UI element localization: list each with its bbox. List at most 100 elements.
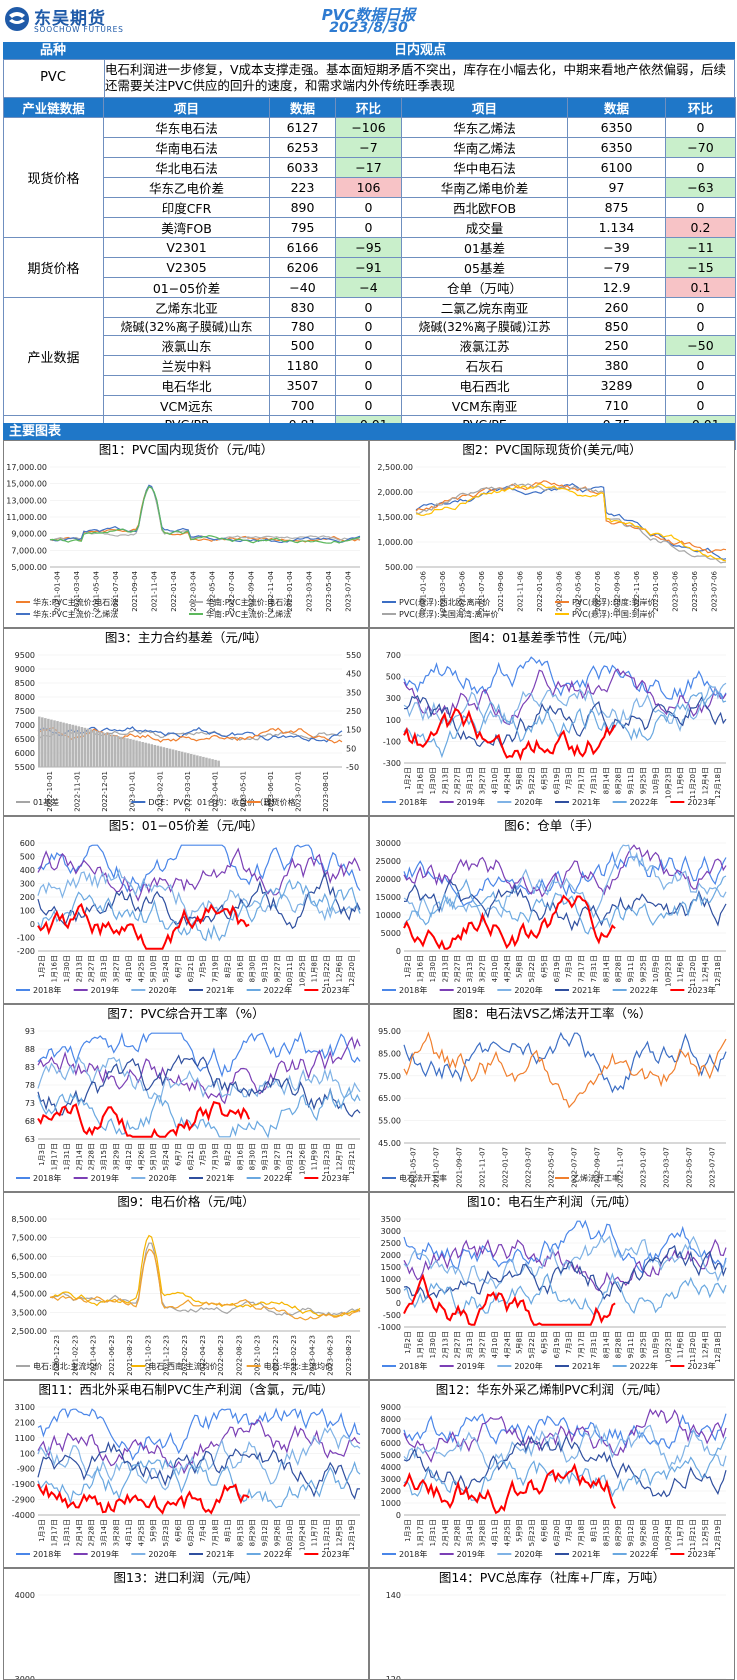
x-tick-label: 8月28日 [615, 1331, 623, 1358]
y-tick-label: 78 [25, 1081, 35, 1090]
item-value: 6166 [269, 237, 336, 258]
legend-label: 2019年 [457, 1361, 485, 1371]
item-name: 华北电石法 [103, 157, 270, 178]
x-tick-label: 8月15日 [602, 1519, 610, 1546]
legend-label: 2022年 [630, 1549, 658, 1559]
x-tick-label: 2022-03-04 [189, 570, 197, 611]
y-tick-label: 500 [20, 853, 35, 862]
x-tick-label: 4月11日 [491, 1519, 499, 1546]
item-change: −91 [335, 257, 402, 278]
group-label: 产业数据 [3, 297, 104, 416]
basis-bar [95, 730, 99, 767]
table-row: 产业数据 乙烯东北亚 830 0 二氯乙烷东南亚 260 0 [3, 297, 736, 416]
legend-label: PVC(悬浮):中国:到岸价 [572, 609, 656, 619]
x-tick-label: 11月8日 [311, 955, 319, 982]
basis-bar [156, 745, 160, 767]
y-tick-label: -500 [383, 1311, 401, 1320]
x-tick-label: 8月14日 [602, 767, 610, 794]
x-tick-label: 5月23日 [528, 1519, 536, 1546]
x-tick-label: 1月3日 [38, 1519, 46, 1542]
basis-bar [53, 720, 56, 767]
y-tick-label: 300 [386, 694, 401, 703]
x-tick-label: 4月11日 [125, 1519, 133, 1546]
y2-tick-label: 150 [346, 726, 361, 735]
x-tick-label: 10月25日 [298, 955, 306, 987]
industry-data-table: 产业链数据 项目 数据 环比 项目 数据 环比 现货价格 华东电石法 6127 −106 华东乙烯法 6… [3, 97, 736, 450]
series-line [37, 847, 361, 902]
legend-label: 2020年 [148, 1549, 176, 1559]
chart-panel: 图14：PVC总库存（社库+厂库，万吨） 140 120 [369, 1568, 735, 1680]
series-line [403, 1235, 727, 1290]
x-tick-label: 12月4日 [701, 955, 709, 982]
x-tick-label: 2021-11-07 [479, 1147, 487, 1188]
item-name: 仓单（万吨） [401, 277, 568, 298]
x-tick-label: 2022-10-23 [254, 1335, 262, 1376]
y-tick-label: 5000 [381, 929, 401, 938]
item-value: 780 [269, 317, 336, 336]
y-tick-label: 5500 [15, 763, 35, 772]
y-tick-label: 7,500.00 [11, 1234, 47, 1243]
x-tick-label: 5月9日 [150, 1519, 158, 1542]
chart-svg: 17,000.00 15,000.00 13,000.00 11,000.00 9,00… [6, 463, 361, 619]
item-change: −95 [335, 237, 402, 258]
item-value: 260 [567, 297, 666, 318]
x-tick-label: 6月19日 [553, 1331, 561, 1358]
y-tick-label: 6000 [15, 749, 35, 758]
basis-bar [208, 758, 211, 767]
x-tick-label: 8月14日 [602, 955, 610, 982]
item-name: 石灰石 [401, 355, 568, 376]
x-tick-label: 5月22日 [528, 1331, 536, 1358]
x-tick-label: 2022-03-07 [525, 1147, 533, 1188]
x-tick-label: 10月24日 [298, 1519, 306, 1551]
item-change: 0 [665, 355, 736, 376]
x-tick-label: 10月9日 [652, 1331, 660, 1358]
x-tick-label: 2月13日 [441, 1331, 449, 1358]
y-tick-label: 8,500.00 [11, 1215, 47, 1224]
table-row: 01−05价差 −40 −4 仓单（万吨） 12.9 0.1 [4, 277, 736, 298]
item-name: 华南电石法 [103, 137, 270, 158]
y-tick-label: 2,500.00 [377, 463, 413, 472]
x-tick-label: 11月21日 [323, 1519, 331, 1551]
x-tick-label: 12月6日 [335, 955, 343, 982]
y-tick-label: 2000 [381, 1487, 401, 1496]
x-tick-label: 11月7日 [311, 1519, 319, 1546]
chart-panel: 图7：PVC综合开工率（%） 93 88 83 78 73 68 63 1月3日 1月17日 1月3… [3, 1004, 369, 1192]
x-tick-label: 11月21日 [689, 1519, 697, 1551]
x-tick-label: 8月16日 [236, 1143, 244, 1170]
item-name: 西北欧FOB [401, 197, 568, 218]
x-tick-label: 11月22日 [323, 955, 331, 987]
x-tick-label: 2022-02-23 [181, 1335, 189, 1376]
item-name: 华中电石法 [401, 157, 568, 178]
series-line [37, 844, 361, 894]
x-tick-label: 11月6日 [677, 955, 685, 982]
x-tick-label: 2022-03-06 [555, 570, 563, 611]
x-tick-label: 7月17日 [578, 767, 586, 794]
x-tick-label: 12月5日 [335, 1519, 343, 1546]
y-tick-label: 5000 [381, 1451, 401, 1460]
y-tick-label: 2000 [381, 1251, 401, 1260]
y-tick-label: 65.00 [378, 1094, 401, 1103]
item-change: 0.1 [665, 277, 736, 298]
x-tick-label: 1月2日 [404, 955, 412, 978]
chart-caption: 图12：华东外采乙烯制PVC利润（元/吨） [435, 1382, 669, 1397]
variety-band: 品种 日内观点 [3, 42, 735, 59]
group-label: 期货价格 [3, 237, 104, 298]
x-tick-label: 2021-08-23 [126, 1335, 134, 1376]
legend-label: 2022年 [264, 985, 292, 995]
item-change: −7 [335, 137, 402, 158]
item-value: 890 [269, 197, 336, 218]
report-title: PVC数据日报 [321, 6, 416, 24]
y-tick-label: 100 [20, 1449, 35, 1458]
x-tick-label: 11月7日 [677, 1519, 685, 1546]
x-tick-label: 8月2日 [224, 955, 232, 978]
series-line [49, 485, 361, 544]
series-line [403, 1436, 727, 1504]
x-tick-label: 6月20日 [553, 1519, 561, 1546]
x-tick-label: 1月17日 [417, 1519, 425, 1546]
item-change: 0 [665, 197, 736, 218]
basis-bar [217, 760, 220, 767]
legend-label: 2020年 [514, 1361, 542, 1371]
x-tick-label: 1月2日 [38, 955, 46, 978]
legend-label: 乙烯法开工率 [572, 1173, 620, 1183]
series-line [403, 1238, 727, 1292]
